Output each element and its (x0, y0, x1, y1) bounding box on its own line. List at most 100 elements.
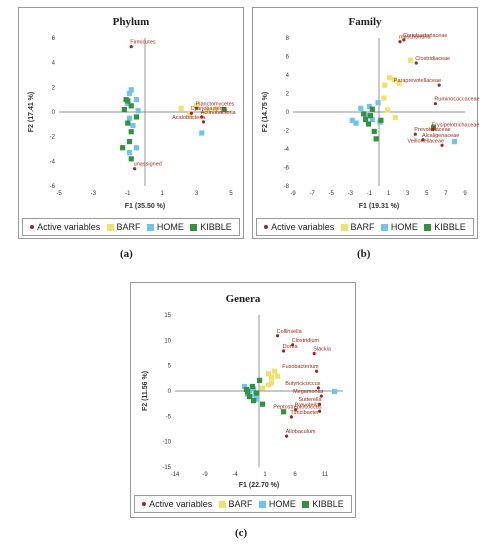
point-kibble (373, 136, 379, 142)
legend-label: HOME (390, 222, 418, 232)
y-tick-label: 4 (286, 73, 290, 79)
variable-point (398, 40, 402, 44)
x-tick-label: -5 (56, 191, 62, 197)
variable-label: Erysipelotrichaceae (432, 123, 480, 129)
point-home (135, 108, 141, 114)
y-tick-label: 2 (286, 92, 290, 98)
point-home (242, 383, 248, 390)
y-tick-label: -2 (50, 135, 56, 141)
point-kibble (125, 120, 131, 126)
legend-item-kibble: KIBBLE (302, 499, 344, 509)
point-kibble (128, 129, 134, 135)
x-tick-label: 6 (293, 472, 297, 478)
point-kibble (133, 114, 139, 120)
point-kibble (221, 106, 227, 113)
variable-point (402, 38, 406, 42)
variable-label: Ruminococcaceae (434, 97, 479, 103)
point-barf (187, 111, 193, 118)
chart-panel-phylum: Phylum -5 -3 -1 1 3 5 -6 -4 -2 0 2 4 6 F1 (35.50 %) F2… (18, 7, 244, 239)
variable-point (294, 408, 298, 412)
variable-label: unassigned (134, 162, 162, 168)
point-kibble (367, 113, 373, 119)
y-tick-label: -4 (50, 159, 56, 165)
variable-point (319, 394, 323, 398)
point-kibble (430, 125, 437, 131)
legend-item-kibble: KIBBLE (190, 222, 232, 232)
variable-label: Planctomycetes (196, 101, 235, 107)
point-home (349, 117, 355, 123)
legend: Active variables BARF HOME KIBBLE (22, 218, 240, 236)
variable-label: Alcaligenaceae (422, 133, 459, 139)
plot-area: -14 -9 -4 1 6 11 -15 -10 -5 0 5 10 15 F1 (22.70 %) F2 … (142, 313, 343, 489)
panel-label-a: (a) (120, 248, 133, 260)
variable-label: Turicibacter (290, 410, 319, 416)
y-axis-label: F2 (17.41 %) (28, 92, 35, 132)
chart-title: Family (348, 16, 382, 28)
legend-item-barf: BARF (340, 222, 375, 232)
legend-label: Active variables (37, 222, 101, 232)
point-kibble (121, 106, 127, 113)
variable-label: Collinsella (277, 329, 303, 335)
point-home (126, 90, 133, 97)
variable-point (312, 351, 316, 356)
x-tick-label: -4 (232, 472, 238, 478)
legend-item-barf: BARF (106, 222, 141, 232)
chart-title: Phylum (112, 16, 150, 28)
point-home (126, 115, 133, 121)
point-home (126, 150, 133, 156)
variable-point (289, 415, 293, 419)
x-tick-label: -5 (329, 191, 335, 197)
variable-label: Coriobacteriaceae (403, 33, 448, 39)
variable-point (276, 334, 280, 338)
variable-point (291, 343, 295, 347)
plot-area: -9 -7 -5 -3 -1 1 3 5 7 9 -8 -6 -4 -2 0 2 4 6 8 F1 (19.31 %)… (262, 33, 480, 210)
plot-area: -5 -3 -1 1 3 5 -6 -4 -2 0 2 4 6 F1 (35.50 %) F2 (17.41… (28, 36, 237, 210)
x-tick-label: 1 (161, 191, 165, 197)
legend-label: KIBBLE (434, 222, 466, 232)
variable-point (195, 106, 199, 110)
legend-item-home: HOME (380, 222, 418, 232)
point-barf (269, 374, 275, 380)
y-axis-label: F2 (11.56 %) (142, 371, 149, 411)
point-kibble (378, 117, 384, 123)
variable-label: Megamonas (293, 389, 324, 395)
variable-label: Slackia (313, 347, 332, 353)
x-tick-label: -9 (202, 472, 208, 478)
point-kibble (251, 398, 257, 404)
variable-point (414, 61, 418, 65)
legend: Active variables BARF HOME KIBBLE (256, 218, 474, 236)
chart-title: Genera (225, 293, 261, 305)
point-home (332, 388, 338, 395)
legend-item-home: HOME (146, 222, 184, 232)
point-home (366, 103, 373, 110)
variable-point (200, 115, 204, 119)
point-kibble (246, 393, 252, 400)
panel-label-b: (b) (357, 248, 371, 260)
x-tick-label: -1 (367, 191, 373, 197)
x-tick-label: -7 (309, 191, 315, 197)
point-home (369, 116, 375, 122)
y-tick-label: -4 (284, 147, 290, 153)
legend-label: BARF (350, 222, 375, 232)
chart-panel-genera: Genera -14 -9 -4 1 6 11 -15 -10 -5 0 5 10 15 F1 (22.7… (130, 282, 356, 518)
variable-label: Prevotella (295, 403, 320, 409)
x-tick-label: -14 (171, 472, 180, 478)
y-tick-label: 0 (286, 110, 290, 116)
variable-point (129, 45, 133, 49)
variable-point (430, 127, 435, 132)
variable-point (440, 143, 444, 147)
point-barf (386, 75, 393, 81)
point-kibble (120, 145, 126, 151)
x-tick-label: -3 (348, 191, 354, 197)
point-home (254, 396, 260, 402)
legend-label: Active variables (149, 499, 213, 509)
point-barf (396, 80, 402, 86)
point-barf (204, 108, 210, 114)
variable-label: Paraprevotellaceae (394, 78, 441, 84)
point-kibble (257, 377, 263, 383)
point-home (130, 122, 136, 129)
point-kibble (365, 121, 372, 127)
variable-label: Cyanobacteria (190, 106, 226, 112)
x-axis-label: F1 (19.31 %) (359, 203, 399, 210)
point-kibble (254, 390, 260, 396)
